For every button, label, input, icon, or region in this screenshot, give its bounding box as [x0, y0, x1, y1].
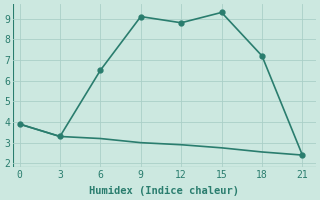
- X-axis label: Humidex (Indice chaleur): Humidex (Indice chaleur): [89, 186, 239, 196]
